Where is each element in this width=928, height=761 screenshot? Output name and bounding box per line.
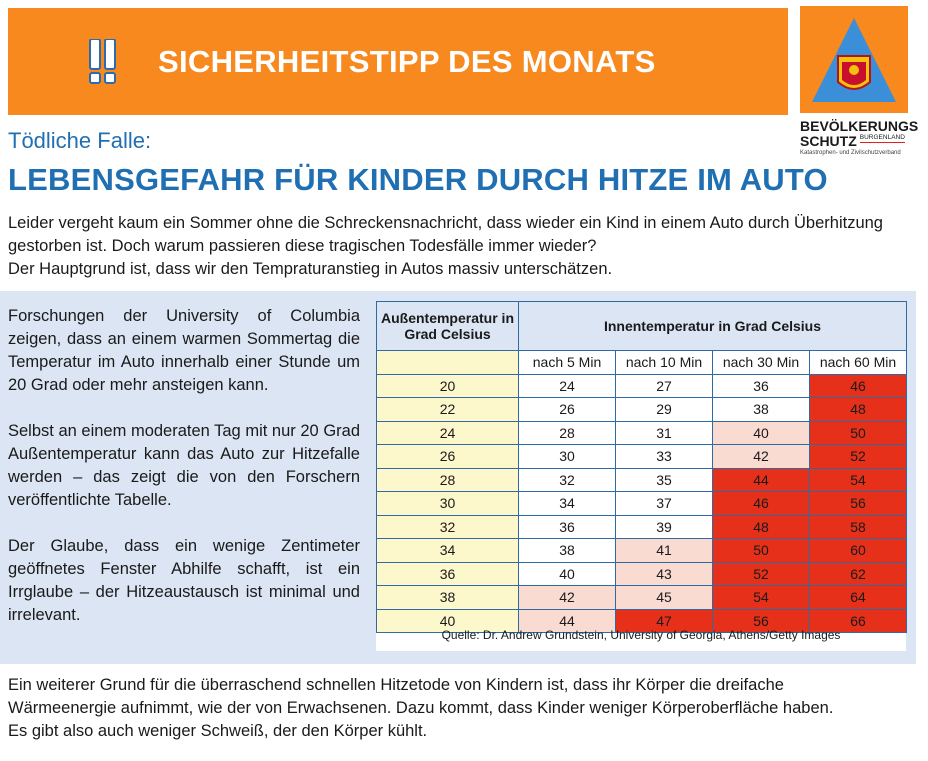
inner-temp-cell: 50 <box>712 538 810 563</box>
table-body: 20 24 27 36 46 22 26 29 38 48 24 28 31 40 50 26 30 33 42 52… <box>376 373 907 633</box>
inner-temp-cell: 52 <box>712 561 810 586</box>
inner-temp-cell: 64 <box>809 585 907 610</box>
subtitle: Tödliche Falle: <box>8 128 152 153</box>
column-header: nach 10 Min <box>615 350 713 375</box>
inner-temp-cell: 46 <box>712 491 810 516</box>
inner-temp-cell: 56 <box>809 491 907 516</box>
logo-region: BURGENLAND <box>859 134 905 143</box>
inner-temp-cell: 41 <box>615 538 713 563</box>
inner-temp-cell: 27 <box>615 373 713 398</box>
table-row: 24 28 31 40 50 <box>376 420 907 445</box>
inner-temp-cell: 31 <box>615 420 713 445</box>
inner-temp-cell: 36 <box>518 514 616 539</box>
inner-temp-cell: 60 <box>809 538 907 563</box>
outro-text: Ein weiterer Grund für die überraschend … <box>8 674 888 743</box>
outer-temp-cell: 36 <box>376 561 519 586</box>
left-column: Forschungen der University of Columbia z… <box>8 305 360 650</box>
inner-temp-cell: 37 <box>615 491 713 516</box>
outro-paragraph: Es gibt also auch weniger Schweiß, der d… <box>8 722 428 740</box>
inner-temp-cell: 38 <box>518 538 616 563</box>
inner-temp-cell: 32 <box>518 467 616 492</box>
outer-temp-cell: 30 <box>376 491 519 516</box>
table-row: 22 26 29 38 48 <box>376 397 907 422</box>
table-row: 26 30 33 42 52 <box>376 444 907 469</box>
inner-temp-cell: 43 <box>615 561 713 586</box>
inner-temp-cell: 50 <box>809 420 907 445</box>
inner-temp-cell: 35 <box>615 467 713 492</box>
table-source: Quelle: Dr. Andrew Grundstein, Universit… <box>441 628 841 642</box>
outer-temp-cell: 32 <box>376 514 519 539</box>
inner-temp-cell: 40 <box>518 561 616 586</box>
intro-text: Leider vergeht kaum ein Sommer ohne die … <box>8 212 888 281</box>
table-row: 32 36 39 48 58 <box>376 514 907 539</box>
logo-line1: BEVÖLKERUNGS <box>800 118 919 134</box>
table-row: 30 34 37 46 56 <box>376 491 907 516</box>
logo-tagline: Katastrophen- und Zivilschutzverband <box>800 150 901 156</box>
inner-temp-cell: 44 <box>712 467 810 492</box>
intro-paragraph: Leider vergeht kaum ein Sommer ohne die … <box>8 214 883 255</box>
inner-temp-cell: 48 <box>809 397 907 422</box>
inner-temp-cell: 56 <box>712 608 810 633</box>
inner-temp-cell: 48 <box>712 514 810 539</box>
inner-temp-cell: 66 <box>809 608 907 633</box>
inner-temp-cell: 30 <box>518 444 616 469</box>
logo-text: BEVÖLKERUNGS SCHUTZ BURGENLAND Katastrop… <box>800 119 920 157</box>
inner-temp-cell: 54 <box>809 467 907 492</box>
outer-temp-cell: 28 <box>376 467 519 492</box>
column-header: nach 60 Min <box>809 350 907 375</box>
column-header: nach 5 Min <box>518 350 616 375</box>
outro-paragraph: Ein weiterer Grund für die überraschend … <box>8 676 834 717</box>
page-title: LEBENSGEFAHR FÜR KINDER DURCH HITZE IM A… <box>8 162 828 197</box>
outer-temp-header: Außentemperatur in Grad Celsius <box>376 301 519 351</box>
header-banner: SICHERHEITSTIPP DES MONATS <box>8 8 788 115</box>
inner-temp-cell: 52 <box>809 444 907 469</box>
table-row: 34 38 41 50 60 <box>376 538 907 563</box>
double-exclamation-icon <box>88 37 118 85</box>
table-row: 38 42 45 54 64 <box>376 585 907 610</box>
temperature-table: Außentemperatur in Grad Celsius Innentem… <box>376 301 907 633</box>
inner-temp-cell: 38 <box>712 397 810 422</box>
inner-temp-cell: 40 <box>712 420 810 445</box>
inner-temp-header: Innentemperatur in Grad Celsius <box>518 301 907 351</box>
banner-title: SICHERHEITSTIPP DES MONATS <box>158 43 656 79</box>
column-header: nach 30 Min <box>712 350 810 375</box>
inner-temp-cell: 46 <box>809 373 907 398</box>
outer-temp-cell: 34 <box>376 538 519 563</box>
inner-temp-cell: 62 <box>809 561 907 586</box>
outer-temp-cell: 24 <box>376 420 519 445</box>
inner-temp-cell: 42 <box>518 585 616 610</box>
inner-temp-cell: 39 <box>615 514 713 539</box>
inner-temp-cell: 44 <box>518 608 616 633</box>
blank-header-cell <box>376 350 519 375</box>
body-paragraph: Selbst an einem moderaten Tag mit nur 20… <box>8 422 360 509</box>
outer-temp-cell: 22 <box>376 397 519 422</box>
inner-temp-cell: 33 <box>615 444 713 469</box>
body-paragraph: Der Glaube, dass ein wenige Zentimeter g… <box>8 537 360 624</box>
outer-temp-cell: 38 <box>376 585 519 610</box>
body-paragraph: Forschungen der University of Columbia z… <box>8 307 360 394</box>
logo-emblem <box>800 6 908 113</box>
inner-temp-cell: 58 <box>809 514 907 539</box>
table-row: 20 24 27 36 46 <box>376 373 907 398</box>
table-row: 36 40 43 52 62 <box>376 561 907 586</box>
intro-paragraph: Der Hauptgrund ist, dass wir den Temprat… <box>8 260 613 278</box>
inner-temp-cell: 29 <box>615 397 713 422</box>
inner-temp-cell: 42 <box>712 444 810 469</box>
inner-temp-cell: 28 <box>518 420 616 445</box>
inner-temp-cell: 36 <box>712 373 810 398</box>
logo-line2: SCHUTZ <box>800 133 857 149</box>
outer-temp-cell: 20 <box>376 373 519 398</box>
outer-temp-cell: 26 <box>376 444 519 469</box>
inner-temp-cell: 45 <box>615 585 713 610</box>
inner-temp-cell: 24 <box>518 373 616 398</box>
table-row: 40 44 47 56 66 <box>376 608 907 633</box>
table-row: 28 32 35 44 54 <box>376 467 907 492</box>
inner-temp-cell: 54 <box>712 585 810 610</box>
outer-temp-cell: 40 <box>376 608 519 633</box>
inner-temp-cell: 26 <box>518 397 616 422</box>
inner-temp-cell: 34 <box>518 491 616 516</box>
